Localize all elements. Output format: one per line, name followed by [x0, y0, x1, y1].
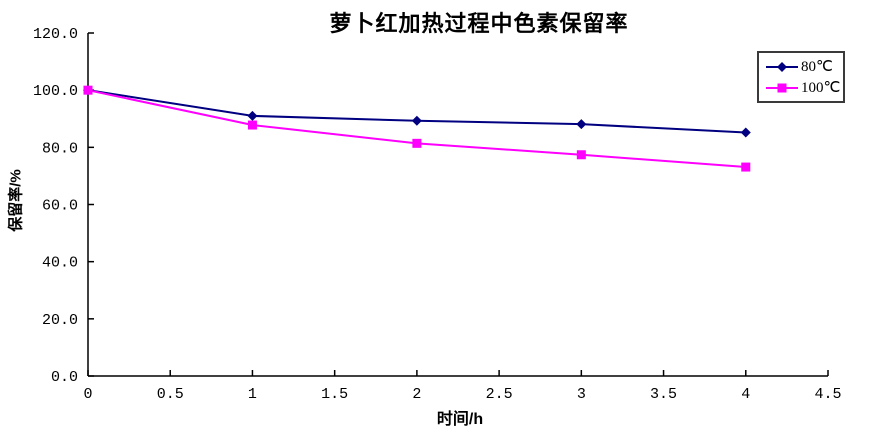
- x-tick-label: 0.5: [157, 386, 184, 403]
- series-line-100℃: [87, 89, 746, 169]
- chart-legend: 80℃ 100℃: [757, 51, 845, 103]
- y-tick-label: 80.0: [42, 140, 78, 157]
- x-tick-label: 2.5: [486, 386, 513, 403]
- legend-label-80c: 80℃: [801, 59, 833, 75]
- data-point-100℃: [247, 120, 257, 130]
- x-tick-label: 4: [741, 386, 750, 403]
- chart-title: 萝卜红加热过程中色素保留率: [329, 11, 629, 36]
- data-point-100℃: [412, 138, 422, 148]
- y-tick-label: 40.0: [42, 255, 78, 272]
- x-tick-label: 3: [577, 386, 586, 403]
- y-tick-label: 120.0: [33, 26, 78, 43]
- legend-label-100c: 100℃: [801, 80, 841, 96]
- x-tick-label: 4.5: [814, 386, 841, 403]
- data-point-80℃: [411, 115, 422, 126]
- x-axis-title: 时间/h: [436, 411, 484, 428]
- x-tick-label: 0: [83, 386, 92, 403]
- x-tick-label: 1: [248, 386, 257, 403]
- data-point-80℃: [576, 119, 587, 130]
- y-tick-label: 100.0: [33, 83, 78, 100]
- legend-item-80c: 80℃: [765, 56, 839, 77]
- x-tick-label: 2: [412, 386, 421, 403]
- y-tick-label: 20.0: [42, 312, 78, 329]
- legend-swatch-80c-diamond-icon: [766, 61, 798, 72]
- legend-item-100c: 100℃: [765, 77, 841, 98]
- data-point-100℃: [83, 85, 93, 95]
- y-axis-title: 保留率/%: [7, 169, 25, 232]
- x-tick-label: 1.5: [321, 386, 348, 403]
- data-point-100℃: [741, 162, 751, 172]
- y-tick-label: 60.0: [42, 198, 78, 215]
- y-tick-label: 0.0: [51, 369, 78, 386]
- legend-swatch-100c-square-icon: [766, 83, 798, 92]
- data-point-80℃: [740, 127, 751, 138]
- data-point-80℃: [247, 110, 258, 121]
- data-point-100℃: [576, 150, 586, 160]
- x-tick-label: 3.5: [650, 386, 677, 403]
